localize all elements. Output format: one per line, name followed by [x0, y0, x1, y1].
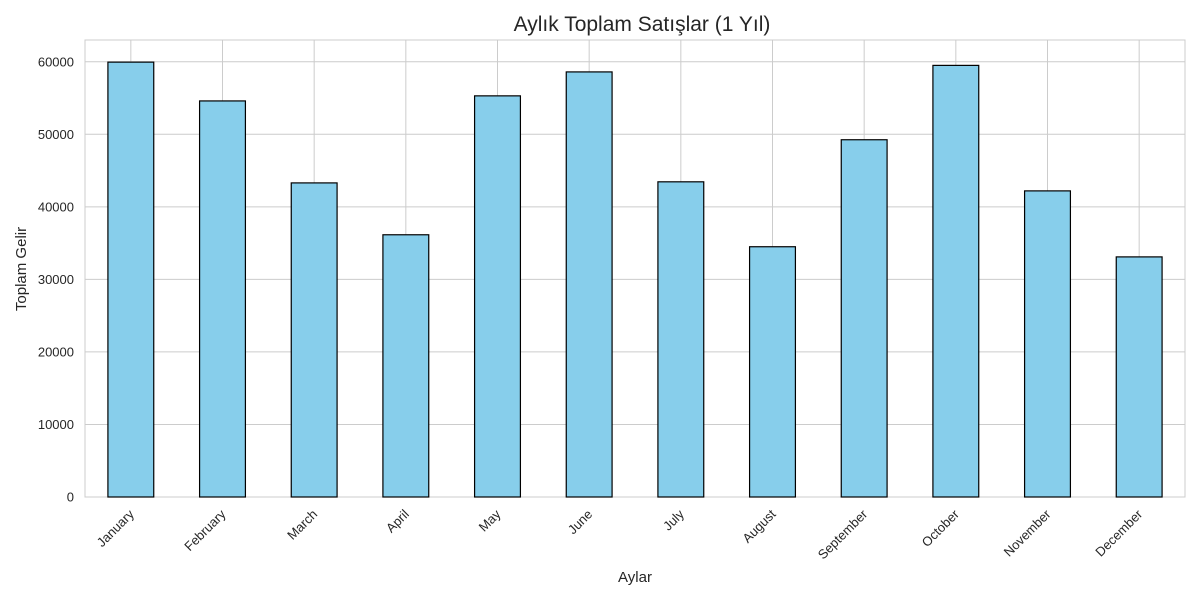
y-tick-label: 50000: [38, 127, 74, 142]
y-tick-label: 40000: [38, 199, 74, 214]
x-tick-labels: January February March April May June July Augu…: [94, 506, 1146, 562]
axes-frame: [84, 39, 1186, 498]
bar-may: [473, 95, 522, 498]
grid: [84, 39, 1186, 498]
x-tick-label: August: [739, 506, 778, 545]
chart-title: Aylık Toplam Satışlar (1 Yıl): [514, 13, 771, 36]
x-tick-label: March: [284, 507, 320, 543]
bar-november: [1023, 190, 1072, 498]
x-tick-label: February: [181, 506, 229, 554]
bar-october: [932, 64, 980, 498]
x-tick-label: October: [919, 506, 963, 550]
x-tick-label: July: [660, 506, 687, 533]
y-tick-label: 20000: [38, 344, 74, 359]
bar-august: [748, 246, 797, 498]
y-tick-labels: 0 10000 20000 30000 40000 50000 60000: [38, 54, 74, 504]
x-tick-label: December: [1092, 506, 1145, 559]
y-axis-label: Toplam Gelir: [13, 227, 30, 311]
bar-december: [1115, 256, 1163, 498]
x-tick-label: September: [815, 506, 871, 562]
y-tick-label: 10000: [38, 417, 74, 432]
y-tick-label: 0: [67, 490, 74, 505]
bar-september: [840, 139, 888, 498]
x-axis-label: Aylar: [618, 569, 652, 586]
bar-july: [657, 181, 705, 498]
bar-april: [382, 234, 430, 498]
x-tick-label: May: [476, 506, 504, 534]
bar-march: [290, 182, 338, 498]
x-tick-label: June: [565, 507, 596, 538]
y-tick-label: 60000: [38, 54, 74, 69]
bars: [107, 61, 1163, 498]
x-tick-label: November: [1001, 506, 1054, 559]
bar-february: [198, 100, 247, 498]
x-tick-label: January: [94, 506, 138, 550]
bar-january: [107, 61, 155, 498]
y-tick-label: 30000: [38, 272, 74, 287]
x-tick-label: April: [383, 506, 412, 535]
bar-june: [565, 71, 613, 498]
